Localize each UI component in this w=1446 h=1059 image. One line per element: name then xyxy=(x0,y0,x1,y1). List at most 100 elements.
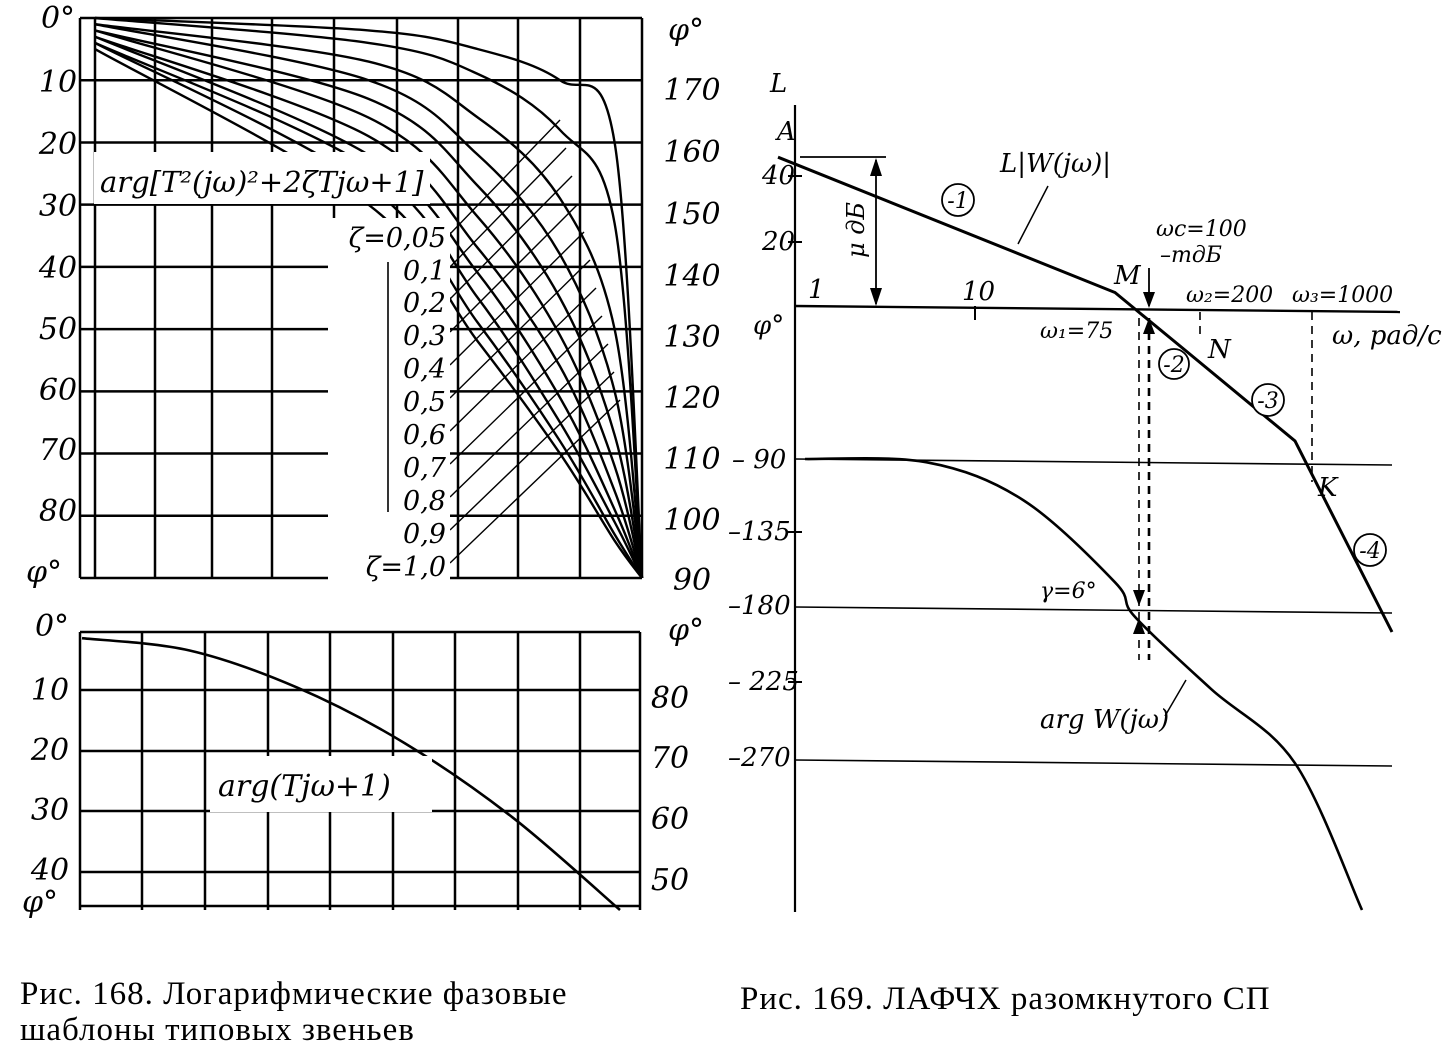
phase-tick-135: –135 xyxy=(728,517,791,547)
zeta-label-6: 0,6 xyxy=(403,420,446,451)
zeta-curve xyxy=(94,35,644,579)
bottom-left-tick-3: 30 xyxy=(31,793,69,828)
top-right-tick-0: 170 xyxy=(663,73,720,108)
top-left-tick-2: 20 xyxy=(38,127,77,162)
asymptote-label-2: -2 xyxy=(1163,353,1184,378)
phase-tick-180: –180 xyxy=(728,591,791,621)
top-left-axis-label: φ° xyxy=(26,555,62,590)
gamma-arrowhead-bottom xyxy=(1133,618,1145,634)
amp-tick-20: 20 xyxy=(761,227,795,257)
fig169-amplitude-curve xyxy=(777,155,1394,633)
asymptote-label-1: -1 xyxy=(947,189,968,214)
fig168-top-curves xyxy=(94,16,644,579)
m-db-arrowhead-bottom xyxy=(1143,318,1155,334)
zeta-curve xyxy=(94,16,644,579)
fig168-caption-line1: Рис. 168. Логарифмические фазовые xyxy=(20,976,568,1012)
zeta-curve xyxy=(94,23,644,579)
zeta-curve xyxy=(94,35,644,579)
bottom-right-tick-0: 80 xyxy=(651,681,689,716)
zeta-label-10: ζ=1,0 xyxy=(366,552,446,583)
top-left-tick-3: 30 xyxy=(39,189,77,224)
zeta-leader-line xyxy=(449,175,573,300)
zeta-label-9: 0,9 xyxy=(403,519,446,550)
asymptote-marker-1 xyxy=(941,183,975,217)
point-n-label: N xyxy=(1207,335,1232,365)
top-left-tick-4: 40 xyxy=(38,251,77,286)
top-right-tick-5: 120 xyxy=(663,381,720,416)
phase-curve-label: arg W(jω) xyxy=(1040,705,1169,735)
amp-axis-label: L xyxy=(769,69,787,99)
zeta-leader-line xyxy=(449,399,621,564)
phase-tick-225: – 225 xyxy=(728,667,799,697)
asymptote-marker-2 xyxy=(1158,348,1190,380)
mu-db-arrowhead-top xyxy=(870,158,882,176)
top-right-tick-1: 160 xyxy=(663,135,720,170)
top-right-axis-label: φ° xyxy=(668,13,704,48)
zeta-leader-line xyxy=(449,287,597,432)
amp-tick-40: 40 xyxy=(761,161,795,191)
zeta-label-2: 0,2 xyxy=(403,288,446,319)
point-m-label: M xyxy=(1113,261,1142,291)
fig169-chart: -1 -2 -3 -4 L A 40 20 φ° 1 10 – 90 –135 … xyxy=(728,69,1442,912)
asymptote-label-3: -3 xyxy=(1257,389,1278,414)
bottom-right-tick-1: 70 xyxy=(651,741,689,776)
zeta-label-8: 0,8 xyxy=(403,486,446,517)
mu-db-arrowhead-bottom xyxy=(870,288,882,306)
zeta-label-1: 0,1 xyxy=(403,256,446,287)
phase-tick-270: –270 xyxy=(728,743,791,773)
zeta-curve xyxy=(94,29,644,579)
top-right-tick-4: 130 xyxy=(663,320,720,355)
fig169-frequency-axis xyxy=(794,304,1401,314)
top-left-tick-1: 10 xyxy=(39,65,77,100)
zeta-curve xyxy=(94,23,644,579)
fig168-top-chart: 0° 10 20 30 40 50 60 70 80 φ° φ° 170 160… xyxy=(26,1,721,598)
zeta-label-4: 0,4 xyxy=(403,354,446,385)
top-right-tick-7: 100 xyxy=(663,503,720,538)
zeta-curve xyxy=(94,16,644,579)
bottom-left-axis-label: φ° xyxy=(22,885,58,920)
top-right-tick-8: 90 xyxy=(673,563,711,598)
top-right-tick-3: 140 xyxy=(663,259,720,294)
omega1-label: ω₁=75 xyxy=(1040,319,1113,344)
zeta-leader-line xyxy=(449,371,615,531)
mu-db-label: μ дБ xyxy=(842,202,870,258)
top-formula: arg[T²(jω)²+2ζTjω+1] xyxy=(100,165,424,199)
phase-label-leader xyxy=(1164,679,1187,717)
zeta-leader-line xyxy=(449,315,603,465)
fig168-bottom-curve xyxy=(81,636,621,911)
top-left-tick-0: 0° xyxy=(41,1,75,36)
omega3-label: ω₃=1000 xyxy=(1292,283,1393,308)
freq-tick-10: 10 xyxy=(962,277,995,307)
zeta-curve xyxy=(94,41,644,579)
asymptote-marker-4 xyxy=(1353,533,1387,567)
zeta-leader-line xyxy=(449,203,579,333)
bottom-formula-box xyxy=(210,756,432,812)
zeta-leader-line xyxy=(449,119,561,235)
top-left-tick-8: 80 xyxy=(39,494,77,529)
gamma-label: γ=6° xyxy=(1040,579,1097,604)
fig169-caption: Рис. 169. ЛАФЧХ разомкнутого СП xyxy=(740,981,1271,1017)
zeta-curve xyxy=(94,48,643,579)
top-right-tick-6: 110 xyxy=(663,442,720,477)
point-a-label: A xyxy=(775,117,796,147)
point-k-label: K xyxy=(1317,473,1339,503)
fig168-caption-line2: шаблоны типовых звеньев xyxy=(20,1012,415,1048)
bottom-left-tick-4: 40 xyxy=(30,853,69,888)
zeta-leader-line xyxy=(449,343,609,498)
omega2-label: ω₂=200 xyxy=(1186,283,1273,308)
zeta-leader-line xyxy=(449,147,567,268)
top-left-tick-7: 70 xyxy=(39,433,77,468)
zeta-label-box xyxy=(328,218,450,580)
m-db-label: –mдБ xyxy=(1160,243,1222,268)
phase-tick-90: – 90 xyxy=(732,445,786,475)
phase-line-minus270 xyxy=(794,759,1393,767)
phase-line-minus180 xyxy=(794,606,1393,614)
zeta-label-0: ζ=0,05 xyxy=(349,223,446,254)
zeta-label-5: 0,5 xyxy=(403,387,446,418)
phase-axis-label: φ° xyxy=(753,311,784,341)
formula-box xyxy=(94,152,430,204)
fig168-top-leader-lines xyxy=(449,119,621,564)
freq-axis-label: ω, рад/с xyxy=(1332,321,1442,351)
top-right-tick-2: 150 xyxy=(663,197,720,232)
